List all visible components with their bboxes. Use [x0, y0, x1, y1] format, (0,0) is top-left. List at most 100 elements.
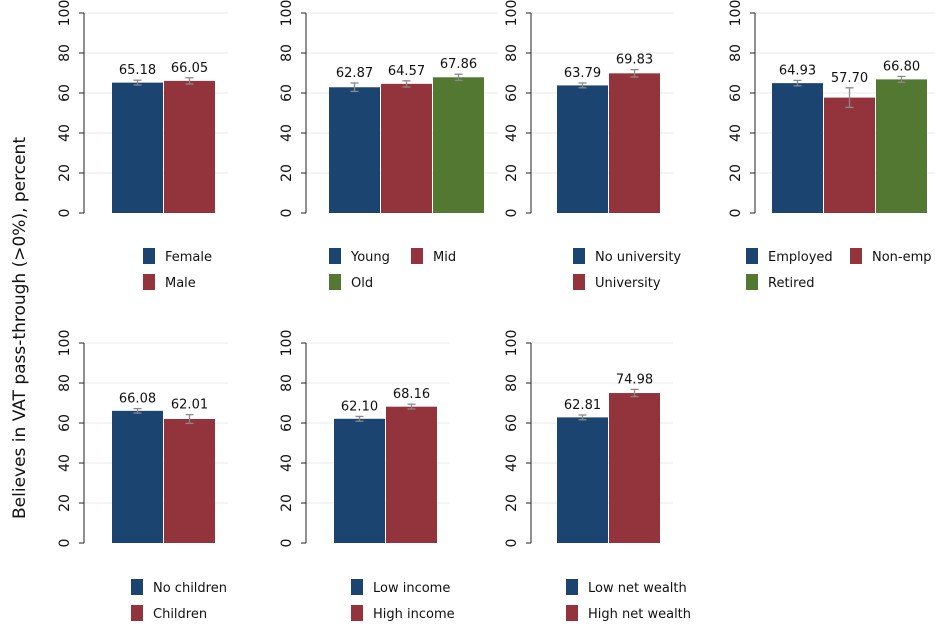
legend-label: High net wealth [588, 607, 691, 622]
legend-label: High income [373, 607, 455, 622]
y-axis-title: Believes in VAT pass-through (>0%), perc… [10, 137, 30, 519]
y-tick-label: 0 [728, 209, 744, 218]
y-tick-label: 80 [504, 44, 520, 62]
y-tick-label: 0 [57, 539, 73, 548]
y-tick-label: 100 [504, 0, 520, 26]
y-tick-label: 20 [279, 164, 295, 182]
bar [433, 77, 484, 213]
y-tick-label: 60 [504, 414, 520, 432]
legend-label: No children [153, 581, 227, 596]
bar [164, 80, 215, 214]
y-tick-label: 20 [504, 494, 520, 512]
value-label: 62.10 [341, 399, 378, 414]
y-tick-label: 60 [504, 84, 520, 102]
y-tick-label: 0 [279, 539, 295, 548]
bar [386, 406, 437, 543]
bar [772, 83, 823, 213]
legend-label: Mid [433, 250, 456, 265]
chart-panel-5: 0 20 40 60 80 100 66.08 62.01 No children Childre… [57, 330, 228, 622]
y-tick-label: 80 [279, 44, 295, 62]
value-label: 68.16 [393, 387, 430, 402]
legend-label: Low income [373, 581, 450, 596]
y-tick-label: 60 [279, 414, 295, 432]
y-tick-label: 40 [504, 454, 520, 472]
value-label: 74.98 [616, 372, 653, 387]
legend-swatch [566, 579, 578, 595]
y-tick-label: 80 [279, 374, 295, 392]
value-label: 66.05 [171, 61, 208, 76]
y-tick-label: 40 [57, 124, 73, 142]
legend-swatch [143, 274, 155, 290]
y-tick-label: 80 [57, 374, 73, 392]
value-label: 66.80 [883, 59, 920, 74]
y-tick-label: 80 [728, 44, 744, 62]
value-label: 64.57 [388, 64, 425, 79]
legend-label: Employed [768, 250, 833, 265]
legend: No children Children [131, 579, 227, 622]
y-tick-label: 100 [728, 0, 744, 26]
bar [609, 73, 660, 213]
legend: Young Mid Old [329, 248, 456, 291]
legend-label: Young [350, 250, 390, 265]
chart-panel-7: 0 20 40 60 80 100 62.81 74.98 Low net wealth High… [504, 330, 691, 622]
legend-label: Low net wealth [588, 581, 687, 596]
legend: No university University [573, 248, 681, 291]
y-tick-label: 20 [279, 494, 295, 512]
value-label: 66.08 [119, 392, 156, 407]
panels: 0 20 40 60 80 100 65.18 66.05 Female Male 0 20 40 60 8… [57, 0, 935, 622]
bar [112, 410, 163, 543]
legend-swatch [351, 579, 363, 595]
value-label: 62.01 [171, 398, 208, 413]
y-tick-label: 20 [57, 494, 73, 512]
bar [381, 83, 432, 213]
legend-swatch [746, 274, 758, 290]
legend-swatch [131, 605, 143, 621]
value-label: 62.87 [336, 66, 373, 81]
legend-swatch [566, 605, 578, 621]
bar [334, 418, 385, 543]
value-label: 65.18 [119, 63, 156, 78]
legend-label: Male [165, 276, 196, 291]
chart-panel-6: 0 20 40 60 80 100 62.10 68.16 Low income High inc… [279, 330, 455, 622]
y-tick-label: 100 [279, 330, 295, 357]
value-label: 63.79 [564, 66, 601, 81]
y-tick-label: 40 [728, 124, 744, 142]
y-tick-label: 20 [504, 164, 520, 182]
y-tick-label: 20 [728, 164, 744, 182]
value-label: 57.70 [831, 71, 868, 86]
value-label: 62.81 [564, 398, 601, 413]
legend-swatch [411, 248, 423, 264]
y-tick-label: 20 [57, 164, 73, 182]
legend-label: Female [165, 250, 212, 265]
bar [824, 97, 875, 213]
y-tick-label: 60 [57, 414, 73, 432]
legend-swatch [329, 248, 341, 264]
legend: Female Male [143, 248, 212, 291]
value-label: 69.83 [616, 53, 653, 68]
y-tick-label: 100 [279, 0, 295, 26]
legend-label: No university [595, 250, 681, 265]
legend-label: Children [153, 607, 207, 622]
value-label: 67.86 [440, 57, 477, 72]
y-tick-label: 0 [504, 209, 520, 218]
bar [329, 87, 380, 213]
legend-label: Non-emp [872, 250, 932, 265]
legend-swatch [573, 274, 585, 290]
value-label: 64.93 [779, 63, 816, 78]
legend-swatch [131, 579, 143, 595]
bar [164, 418, 215, 543]
bar [609, 393, 660, 543]
y-tick-label: 80 [57, 44, 73, 62]
legend-label: Old [351, 276, 373, 291]
y-tick-label: 100 [57, 0, 73, 26]
y-tick-label: 0 [57, 209, 73, 218]
y-tick-label: 40 [504, 124, 520, 142]
bar [112, 82, 163, 213]
legend-label: Retired [768, 276, 814, 291]
y-tick-label: 40 [279, 124, 295, 142]
legend: Low net wealth High net wealth [566, 579, 691, 622]
chart-panel-1: 0 20 40 60 80 100 65.18 66.05 Female Male [57, 0, 228, 291]
chart-panel-2: 0 20 40 60 80 100 62.87 64.57 67.86 Young Mid Old [279, 0, 497, 291]
bar [557, 417, 608, 543]
